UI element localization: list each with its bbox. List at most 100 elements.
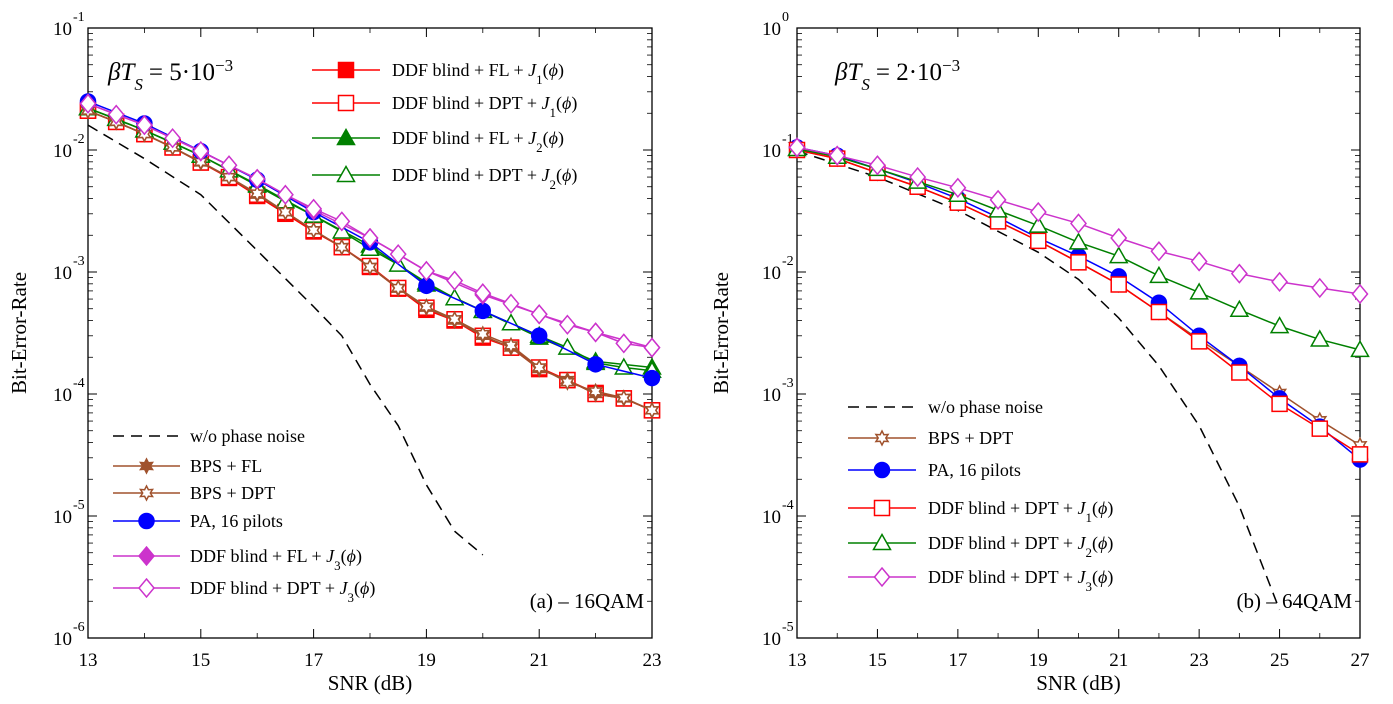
data-point [1350, 339, 1370, 358]
legend-label: w/o phase noise [190, 426, 305, 446]
legend-item: DDF blind + DPT + J1(ϕ) [848, 498, 1113, 525]
series-4 [787, 138, 1370, 358]
legend-marker [872, 532, 892, 551]
label-part: BPS + DPT [190, 483, 275, 503]
label-part: ϕ [549, 60, 558, 80]
series-2 [788, 139, 1369, 468]
label-part: J [1078, 533, 1087, 553]
x-tick-label: 21 [530, 650, 549, 671]
legend-label: DDF blind + DPT + J3(ϕ) [190, 578, 375, 605]
label-part: ) [558, 128, 564, 149]
panel-label: (a) – 16QAM [530, 589, 645, 613]
data-point [220, 155, 238, 176]
data-point [868, 155, 886, 176]
data-point [1190, 251, 1208, 272]
label-part: PA, 16 pilots [928, 460, 1021, 480]
data-point [474, 302, 492, 320]
label-part: ( [556, 93, 562, 114]
data-point [615, 333, 633, 354]
data-point [530, 327, 548, 345]
y-tick-label: 10 [762, 263, 781, 284]
y-tick-exponent: -3 [782, 376, 794, 391]
legend-item: BPS + DPT [113, 483, 275, 503]
legend-label: BPS + DPT [190, 483, 275, 503]
y-tick-exponent: -3 [73, 254, 85, 269]
y-tick-exponent: -1 [782, 132, 794, 147]
label-part: 2 [1086, 545, 1092, 560]
data-point [587, 356, 604, 373]
data-point [306, 221, 322, 239]
data-point [277, 203, 293, 221]
data-point [1311, 277, 1329, 299]
label-part: ) [1107, 498, 1113, 519]
y-tick-exponent: -2 [782, 254, 794, 269]
data-point [616, 389, 632, 407]
data-point [1189, 282, 1209, 300]
legend-label: PA, 16 pilots [190, 511, 283, 531]
label-part: ) [558, 60, 564, 81]
y-tick-label: 10 [53, 19, 72, 40]
legend-item: DDF blind + FL + J3(ϕ) [113, 545, 362, 573]
y-tick-exponent: -4 [73, 376, 85, 391]
label-part: 3 [1086, 579, 1092, 594]
data-point [305, 198, 323, 219]
x-tick-label: 21 [1109, 650, 1128, 671]
legend-label: DDF blind + DPT + J2(ϕ) [928, 533, 1113, 560]
legend: DDF blind + FL + J1(ϕ)DDF blind + DPT + … [113, 60, 577, 605]
data-point [588, 382, 604, 401]
label-part: J [528, 60, 537, 80]
label-part: ϕ [562, 165, 571, 185]
y-tick-exponent: -1 [73, 10, 85, 25]
y-tick-label: 10 [53, 507, 72, 528]
param-subscript: S [861, 75, 870, 94]
x-tick-label: 27 [1351, 650, 1370, 671]
data-point [557, 337, 578, 355]
data-point [1028, 215, 1049, 233]
legend-item: DDF blind + DPT + J2(ϕ) [848, 532, 1113, 560]
series-line [796, 146, 1361, 461]
legend-label: DDF blind + DPT + J1(ϕ) [392, 93, 577, 120]
data-point [530, 304, 548, 325]
label-part: ) [571, 93, 577, 114]
label-part: DDF blind + DPT + [928, 498, 1078, 518]
legend-label: w/o phase noise [928, 397, 1043, 417]
y-tick-label: 10 [53, 385, 72, 406]
label-part: BPS + FL [190, 456, 262, 476]
param-value: = 5·10 [149, 59, 215, 86]
x-tick-label: 13 [788, 650, 807, 671]
y-tick-exponent: -5 [73, 498, 85, 513]
data-point [475, 325, 491, 343]
data-point [1190, 333, 1208, 350]
data-point [1311, 420, 1329, 437]
y-axis: 10-110-210-310-410-510-6 [53, 10, 652, 650]
label-part: w/o phase noise [190, 426, 305, 446]
data-point [502, 293, 520, 314]
legend-item: DDF blind + DPT + J2(ϕ) [312, 164, 577, 192]
data-point [1149, 265, 1169, 284]
legend-marker [337, 94, 355, 112]
label-part: ϕ [347, 546, 356, 566]
y-tick-label: 10 [762, 385, 781, 406]
y-tick-exponent: 0 [782, 10, 789, 25]
param-symbol: βT [834, 59, 863, 86]
x-tick-label: 17 [948, 650, 967, 671]
data-point [334, 238, 350, 256]
legend-marker [138, 512, 155, 530]
data-point [531, 358, 547, 377]
legend-label: DDF blind + DPT + J2(ϕ) [392, 165, 577, 192]
data-point [949, 177, 967, 198]
legend-label: BPS + DPT [928, 428, 1013, 448]
y-axis-label: Bit-Error-Rate [7, 272, 31, 394]
data-point [1271, 271, 1289, 293]
data-point [417, 260, 435, 282]
data-point [333, 211, 351, 232]
x-tick-label: 25 [1270, 650, 1289, 671]
label-part: J [528, 128, 537, 148]
label-part: ϕ [549, 128, 558, 148]
data-point [192, 140, 210, 162]
data-point [1030, 232, 1047, 250]
data-point [361, 227, 379, 249]
x-tick-label: 15 [868, 650, 887, 671]
legend-marker [138, 545, 155, 567]
